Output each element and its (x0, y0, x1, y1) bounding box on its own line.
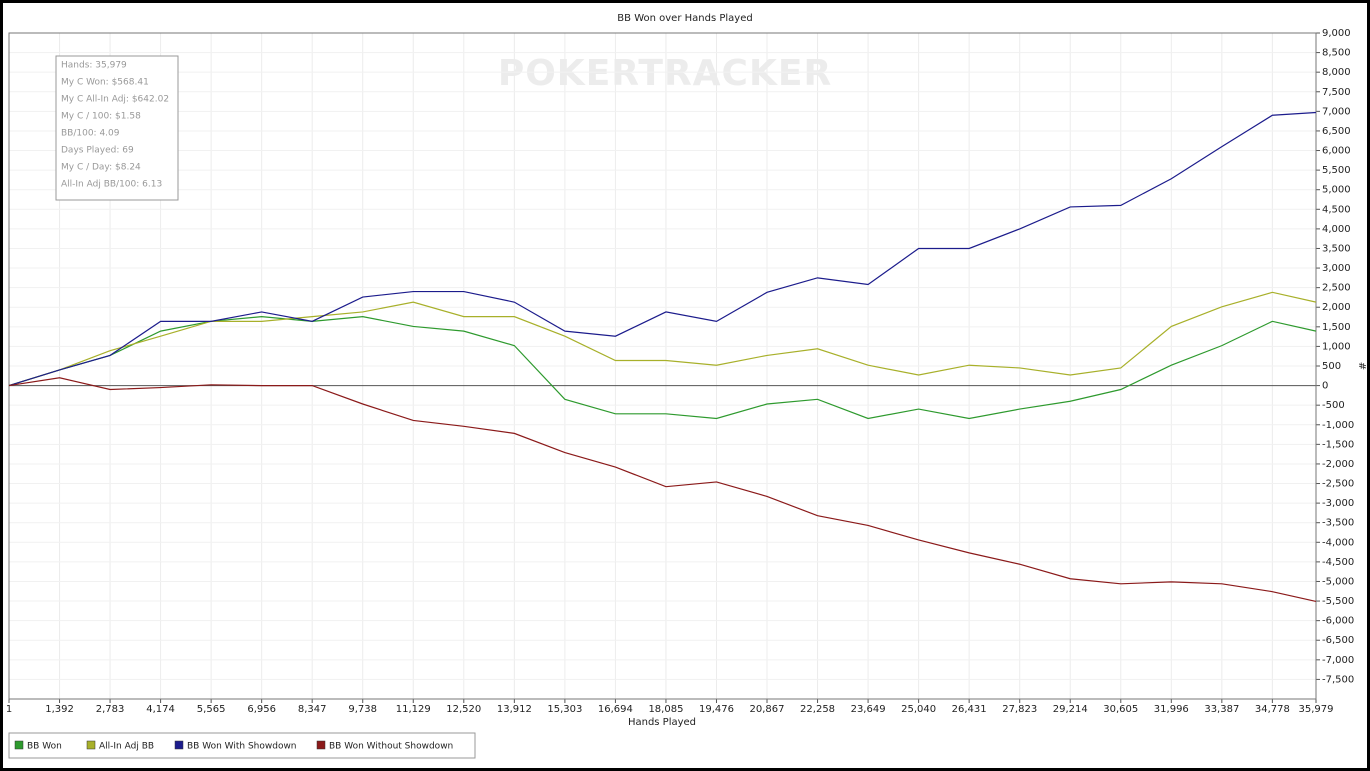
y-tick-label: 1,000 (1322, 341, 1351, 352)
x-tick-label: 4,174 (146, 704, 175, 715)
stats-line: Hands: 35,979 (61, 61, 127, 71)
y-tick-label: -1,500 (1322, 439, 1354, 450)
y-tick-label: -5,000 (1322, 576, 1354, 587)
x-tick-label: 27,823 (1002, 704, 1037, 715)
y-tick-label: -4,500 (1322, 557, 1354, 568)
y-tick-label: -3,000 (1322, 498, 1354, 509)
y-tick-label: 8,000 (1322, 67, 1351, 78)
y-tick-label: 4,500 (1322, 204, 1351, 215)
x-tick-label: 9,738 (348, 704, 377, 715)
x-tick-label: 29,214 (1053, 704, 1088, 715)
y-axis-label: # (1356, 362, 1367, 370)
watermark: POKERTRACKER (498, 53, 832, 94)
x-tick-label: 34,778 (1255, 704, 1290, 715)
y-tick-label: -500 (1322, 400, 1345, 411)
y-tick-label: -1,000 (1322, 420, 1354, 431)
legend-box (8, 732, 476, 759)
x-tick-label: 11,129 (396, 704, 431, 715)
legend-label: BB Won Without Showdown (329, 742, 453, 752)
y-tick-label: 6,000 (1322, 146, 1351, 157)
legend-swatch (14, 740, 24, 750)
x-tick-label: 30,605 (1103, 704, 1138, 715)
x-tick-label: 12,520 (446, 704, 481, 715)
x-tick-label: 16,694 (598, 704, 633, 715)
y-tick-label: 5,500 (1322, 165, 1351, 176)
plot-border (8, 32, 1317, 700)
x-tick-label: 1 (6, 704, 12, 715)
x-tick-label: 33,387 (1204, 704, 1239, 715)
y-tick-label: -2,000 (1322, 459, 1354, 470)
stats-line: My C All-In Adj: $642.02 (61, 95, 169, 105)
x-tick-label: 15,303 (547, 704, 582, 715)
y-tick-label: 3,000 (1322, 263, 1351, 274)
x-tick-label: 5,565 (197, 704, 226, 715)
y-tick-label: -5,500 (1322, 596, 1354, 607)
y-tick-label: 7,500 (1322, 87, 1351, 98)
y-tick-label: 9,000 (1322, 28, 1351, 39)
y-tick-label: -4,000 (1322, 537, 1354, 548)
y-tick-label: 500 (1322, 361, 1341, 372)
y-tick-label: -7,500 (1322, 674, 1354, 685)
y-tick-label: 3,500 (1322, 243, 1351, 254)
stats-line: My C / 100: $1.58 (61, 112, 141, 122)
x-tick-label: 20,867 (750, 704, 785, 715)
x-tick-label: 22,258 (800, 704, 835, 715)
y-tick-label: 1,500 (1322, 322, 1351, 333)
series-line (8, 316, 1317, 420)
y-tick-label: -6,000 (1322, 616, 1354, 627)
x-axis-label: Hands Played (628, 717, 696, 728)
y-tick-label: -2,500 (1322, 479, 1354, 490)
y-tick-label: -3,500 (1322, 518, 1354, 529)
y-tick-label: 4,000 (1322, 224, 1351, 235)
y-tick-label: 2,000 (1322, 302, 1351, 313)
stats-line: My C Won: $568.41 (61, 78, 149, 88)
x-tick-label: 35,979 (1299, 704, 1334, 715)
x-tick-label: 19,476 (699, 704, 734, 715)
series-line (8, 111, 1317, 387)
y-tick-label: -6,500 (1322, 635, 1354, 646)
y-tick-label: 6,500 (1322, 126, 1351, 137)
x-tick-label: 1,392 (45, 704, 74, 715)
legend-swatch (316, 740, 326, 750)
series-line (8, 291, 1317, 387)
x-tick-label: 6,956 (247, 704, 276, 715)
x-tick-label: 26,431 (952, 704, 987, 715)
x-tick-label: 25,040 (901, 704, 936, 715)
x-tick-label: 23,649 (851, 704, 886, 715)
x-tick-label: 18,085 (648, 704, 683, 715)
x-tick-label: 8,347 (298, 704, 327, 715)
legend-label: All-In Adj BB (99, 742, 154, 752)
y-tick-label: 2,500 (1322, 283, 1351, 294)
chart-title: BB Won over Hands Played (617, 13, 752, 24)
stats-line: All-In Adj BB/100: 6.13 (61, 180, 162, 190)
stats-line: BB/100: 4.09 (61, 129, 120, 139)
y-tick-label: 8,500 (1322, 48, 1351, 59)
legend-swatch (86, 740, 96, 750)
legend-label: BB Won (27, 742, 62, 752)
stats-line: My C / Day: $8.24 (61, 163, 141, 173)
y-tick-label: 5,000 (1322, 185, 1351, 196)
x-tick-label: 2,783 (96, 704, 125, 715)
series-line (8, 377, 1317, 603)
legend-swatch (174, 740, 184, 750)
x-tick-label: 31,996 (1154, 704, 1189, 715)
legend-label: BB Won With Showdown (187, 742, 297, 752)
stats-box (55, 55, 179, 201)
y-tick-label: -7,000 (1322, 655, 1354, 666)
x-tick-label: 13,912 (497, 704, 532, 715)
y-tick-label: 7,000 (1322, 106, 1351, 117)
stats-line: Days Played: 69 (61, 146, 134, 156)
y-tick-label: 0 (1322, 381, 1328, 392)
